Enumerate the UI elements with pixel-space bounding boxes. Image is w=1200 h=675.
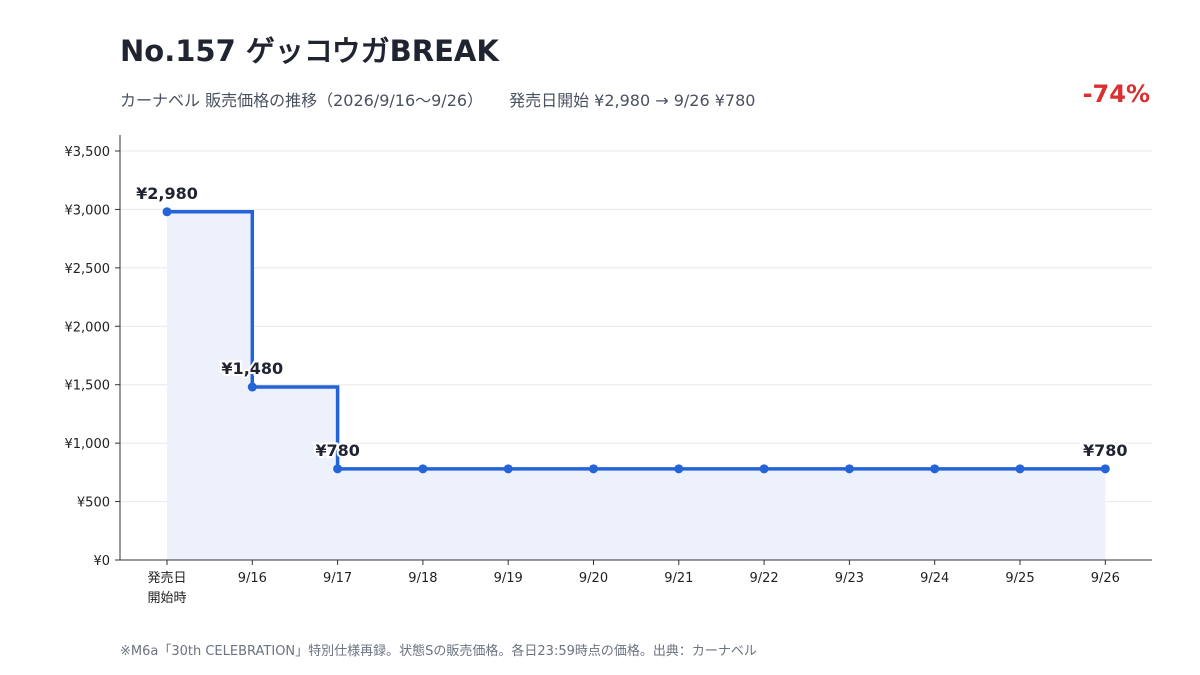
- y-tick-label: ¥500: [77, 496, 110, 511]
- data-label: ¥2,980: [136, 184, 198, 203]
- x-tick-label: 9/20: [579, 571, 608, 586]
- data-point: [1100, 464, 1110, 474]
- chart-title: No.157 ゲッコウガBREAK: [120, 34, 499, 68]
- data-point: [674, 464, 684, 474]
- x-tick-label: 9/21: [664, 571, 693, 586]
- price-summary: 発売日開始 ¥2,980 → 9/26 ¥780: [509, 91, 756, 110]
- x-tick-label: 9/26: [1091, 571, 1120, 586]
- x-tick-label: 9/17: [323, 571, 352, 586]
- area-fill: [167, 211, 1106, 560]
- price-step-line: [167, 210, 1106, 471]
- y-tick-label: ¥0: [93, 554, 110, 569]
- data-point: [333, 464, 343, 474]
- footnote: ※M6a「30th CELEBRATION」特別仕様再録。状態Sの販売価格。各日…: [120, 644, 757, 659]
- chart-subtitle: カーナベル 販売価格の推移（2026/9/16〜9/26） 発売日開始 ¥2,98…: [120, 87, 755, 111]
- data-label: ¥1,480: [221, 359, 283, 378]
- change-percent-badge: -74%: [1082, 80, 1150, 108]
- y-tick-label: ¥3,500: [65, 145, 111, 160]
- y-tick-label: ¥2,500: [65, 262, 111, 277]
- data-point: [162, 207, 172, 217]
- x-tick-label: 9/16: [238, 571, 267, 586]
- data-point: [503, 464, 513, 474]
- y-tick-label: ¥3,000: [65, 203, 111, 218]
- x-tick-label: 9/18: [408, 571, 437, 586]
- data-point: [1015, 464, 1025, 474]
- y-tick-label: ¥1,500: [65, 379, 111, 394]
- x-tick-label: 発売日開始時: [147, 570, 186, 606]
- data-label: ¥780: [1083, 441, 1128, 460]
- data-point: [930, 464, 940, 474]
- data-point: [759, 464, 769, 474]
- x-tick-label: 9/22: [749, 571, 778, 586]
- data-point: [844, 464, 854, 474]
- data-point: [247, 382, 257, 392]
- y-tick-label: ¥1,000: [65, 437, 111, 452]
- subtitle-text: カーナベル 販売価格の推移（2026/9/16〜9/26）: [120, 91, 484, 110]
- data-point: [418, 464, 428, 474]
- data-point: [589, 464, 598, 474]
- y-tick-label: ¥2,000: [65, 320, 111, 335]
- x-tick-label: 9/25: [1005, 571, 1034, 586]
- x-tick-label: 9/24: [920, 571, 949, 586]
- x-tick-label: 9/23: [835, 571, 864, 586]
- x-tick-label: 9/19: [494, 571, 523, 586]
- data-label: ¥780: [315, 441, 360, 460]
